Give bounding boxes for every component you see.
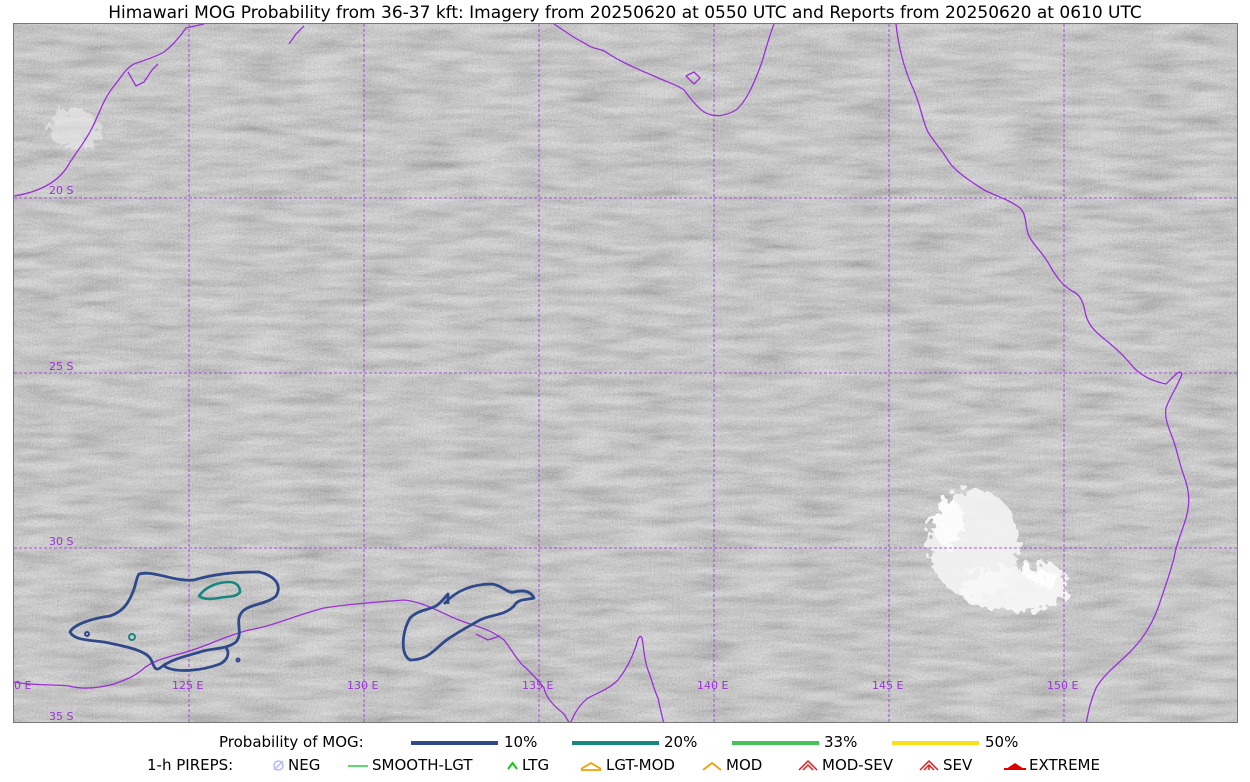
contour-10-east xyxy=(401,582,536,662)
legend-text-20: 20% xyxy=(664,733,698,751)
pirep-smooth-lgt: SMOOTH-LGT xyxy=(347,756,473,774)
swatch-50 xyxy=(892,741,979,745)
pirep-lgt-mod-label: LGT-MOD xyxy=(606,756,675,774)
lon-label-150e: 150 E xyxy=(1047,679,1078,692)
pirep-neg: NEG xyxy=(272,756,320,774)
lon-label-140e: 140 E xyxy=(697,679,728,692)
lon-label-145e: 145 E xyxy=(872,679,903,692)
pirep-legend: 1-h PIREPS: NEG SMOOTH-LGT LTG LGT-MOD M… xyxy=(0,756,1250,776)
pirep-mod: MOD xyxy=(701,756,762,774)
lat-label-25s: 25 S xyxy=(49,360,73,373)
lat-label-20s: 20 S xyxy=(49,184,73,197)
graticule-labels: 20 S 25 S 30 S 35 S 120 E 125 E 130 E 13… xyxy=(14,184,1078,723)
pirep-mod-label: MOD xyxy=(726,756,763,774)
map-canvas: 20 S 25 S 30 S 35 S 120 E 125 E 130 E 13… xyxy=(14,24,1237,723)
graticule xyxy=(14,24,1237,722)
probability-legend-label: Probability of MOG: xyxy=(219,733,364,751)
contour-20-small xyxy=(128,633,136,641)
imagery-grain xyxy=(14,24,1237,722)
cloud-cluster xyxy=(929,489,1069,611)
mod-icon xyxy=(702,761,722,771)
pirep-ltg-label: LTG xyxy=(522,756,550,774)
contour-20-main xyxy=(197,580,242,601)
satellite-map: 20 S 25 S 30 S 35 S 120 E 125 E 130 E 13… xyxy=(13,23,1238,723)
pirep-neg-label: NEG xyxy=(288,756,321,774)
legend-text-10: 10% xyxy=(504,733,538,751)
contour-10-west-notch xyxy=(163,647,230,672)
probability-legend: Probability of MOG: 10% 20% 33% 50% xyxy=(0,733,1250,753)
pirep-extreme-label: EXTREME xyxy=(1029,756,1100,774)
legend-text-50: 50% xyxy=(985,733,1019,751)
map-title: Himawari MOG Probability from 36-37 kft:… xyxy=(108,3,1142,23)
lon-label-135e: 135 E xyxy=(522,679,553,692)
extreme-icon xyxy=(1004,762,1026,770)
pirep-mod-sev: MOD-SEV xyxy=(797,756,893,774)
swatch-10 xyxy=(411,741,498,745)
lon-label-125e: 125 E xyxy=(172,679,203,692)
cloud-patch-west xyxy=(49,109,99,149)
mod-sev-icon xyxy=(798,759,818,771)
pirep-sev: SEV xyxy=(918,756,972,774)
pirep-smooth-lgt-label: SMOOTH-LGT xyxy=(372,756,473,774)
contour-10-west xyxy=(68,570,280,671)
lat-label-35s: 35 S xyxy=(49,710,73,723)
pirep-sev-label: SEV xyxy=(943,756,973,774)
pirep-lgt-mod: LGT-MOD xyxy=(579,756,675,774)
sev-icon xyxy=(919,759,939,771)
legend-text-33: 33% xyxy=(824,733,858,751)
ltg-icon xyxy=(507,760,518,770)
pirep-ltg: LTG xyxy=(506,756,549,774)
coastline xyxy=(14,24,1190,722)
lon-label-120e: 120 E xyxy=(14,679,31,692)
pirep-legend-label: 1-h PIREPS: xyxy=(147,756,234,774)
lon-label-130e: 130 E xyxy=(347,679,378,692)
pirep-mod-sev-label: MOD-SEV xyxy=(822,756,893,774)
swatch-33 xyxy=(732,741,819,745)
mog-contours xyxy=(68,570,536,672)
neg-icon xyxy=(273,759,284,771)
smooth-lgt-icon xyxy=(348,764,368,767)
lgt-mod-icon xyxy=(580,761,602,771)
pirep-extreme: EXTREME xyxy=(1004,756,1100,774)
swatch-20 xyxy=(572,741,659,745)
lat-label-30s: 30 S xyxy=(49,535,73,548)
